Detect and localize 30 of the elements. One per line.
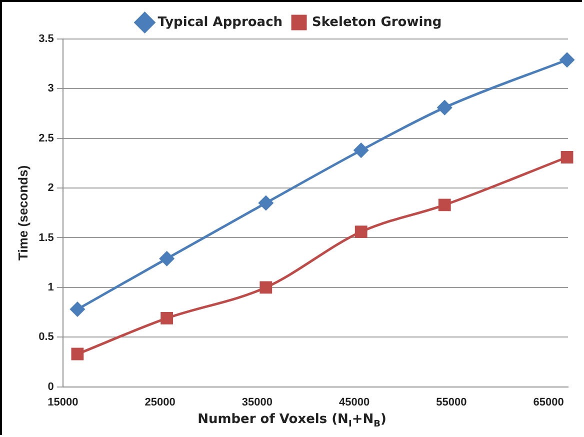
y-tick-label: 2.5 bbox=[38, 132, 54, 144]
y-tick-label: 1 bbox=[48, 281, 54, 294]
point bbox=[160, 312, 174, 324]
y-axis-title: Time (seconds) bbox=[15, 165, 30, 260]
y-tick-label: 0 bbox=[48, 380, 54, 393]
x-tick-label: 35000 bbox=[242, 396, 272, 408]
point bbox=[70, 302, 85, 317]
point bbox=[71, 348, 84, 360]
x-tick-label: 65000 bbox=[533, 396, 564, 408]
point bbox=[437, 100, 452, 115]
y-tick-label: 3.5 bbox=[38, 33, 54, 46]
point bbox=[354, 226, 368, 238]
point bbox=[438, 198, 451, 212]
y-tick-label: 0.5 bbox=[38, 331, 54, 344]
y-tick-label: 2 bbox=[48, 182, 54, 194]
legend-label: Skeleton Growing bbox=[312, 14, 442, 30]
point bbox=[258, 196, 274, 210]
x-tick-label: 15000 bbox=[48, 396, 78, 408]
y-tick-label: 1.5 bbox=[38, 232, 54, 244]
point bbox=[560, 151, 574, 164]
legend-label: Typical Approach bbox=[158, 14, 283, 30]
point bbox=[160, 251, 174, 266]
point bbox=[560, 52, 574, 68]
x-tick-label: 45000 bbox=[339, 396, 370, 408]
x-tick-label: 55000 bbox=[436, 396, 467, 408]
point bbox=[260, 281, 272, 294]
y-tick-label: 3 bbox=[48, 82, 54, 95]
point bbox=[354, 143, 368, 158]
x-tick-label: 25000 bbox=[144, 396, 176, 408]
x-axis-title: Number of Voxels (N$_{I}$+N$_{B}$) bbox=[196, 412, 388, 430]
